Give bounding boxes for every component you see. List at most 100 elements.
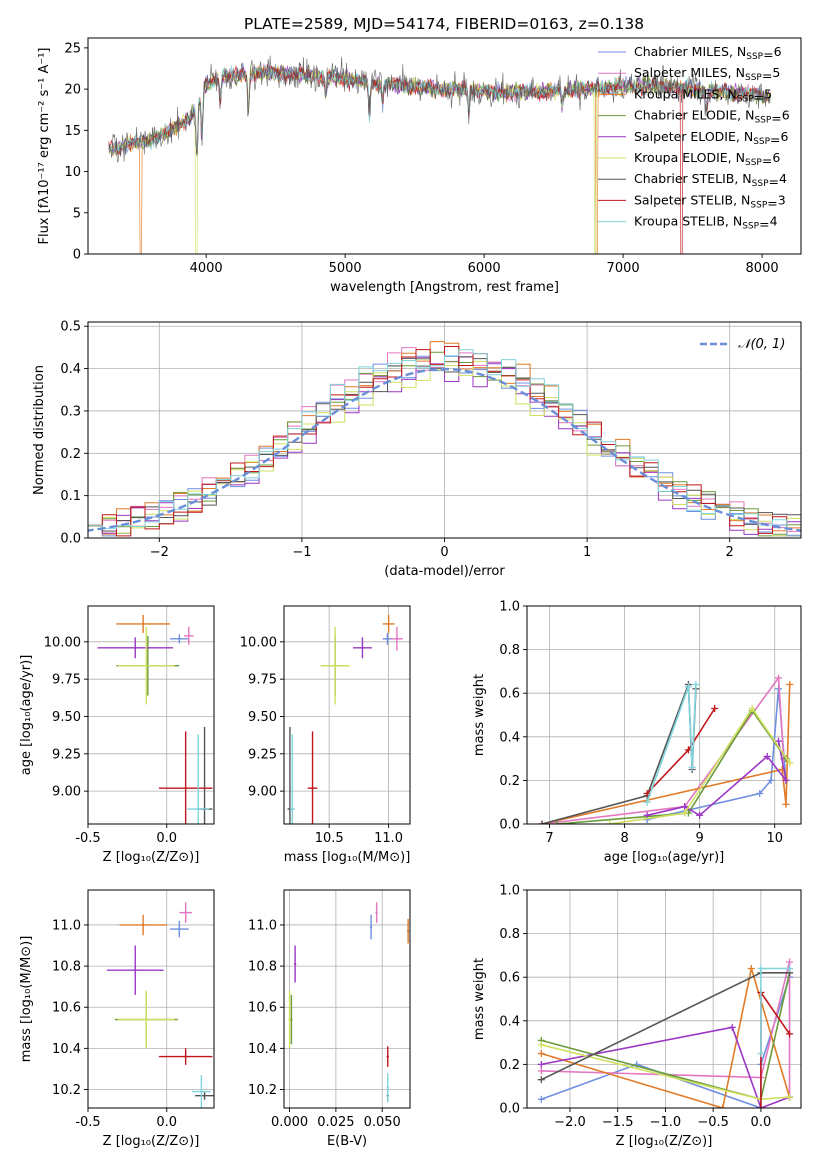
y-tick-label: 1.0	[499, 884, 520, 899]
legend-equals: =	[770, 132, 780, 147]
weight-line	[541, 1026, 790, 1108]
panel-mass-vs-ebv: 0.000 0.025 0.050 10.2 10.4 10.6 10.8 11.0 E(B-V…	[248, 889, 411, 1149]
panel-age-vs-z: -0.5 0.0 9.00 9.25 9.50 9.75 10.00 Z [log₁₀(Z/Z…	[19, 605, 215, 865]
legend-label: Chabrier ELODIE, NSSP=6	[634, 108, 790, 126]
legend-nssp: , N	[725, 214, 742, 229]
data-point	[369, 925, 373, 929]
x-tick-label: 0.000	[271, 1115, 308, 1130]
y-tick-label: 1.0	[499, 600, 520, 615]
y-tick-label: 10.8	[248, 960, 277, 975]
plot-area	[538, 674, 794, 824]
data-point	[184, 786, 187, 790]
axes-frame	[526, 889, 802, 1109]
legend-nssp: , N	[728, 150, 745, 165]
y-tick-label: 10.4	[248, 1042, 277, 1057]
plot-area	[537, 958, 794, 1108]
legend-label: Salpeter STELIB, NSSP=3	[634, 192, 786, 210]
y-axis-label: mass weight	[472, 958, 487, 1040]
x-tick-label: −1.5	[602, 1115, 634, 1130]
plot-area	[106, 902, 214, 1108]
x-tick-label: 1	[583, 545, 591, 560]
legend-equals: =	[767, 195, 777, 210]
legend-name: Kroupa ELODIE	[634, 150, 728, 165]
legend-name: Salpeter MILES	[634, 65, 728, 80]
legend-label: Chabrier MILES, NSSP=6	[634, 44, 782, 62]
x-tick-label: 8000	[746, 261, 779, 276]
data-point	[187, 634, 190, 638]
y-axis-label: Normed distribution	[32, 365, 47, 495]
legend-nssp: , N	[736, 129, 753, 144]
data-point	[290, 1018, 293, 1021]
y-tick-label: 0.3	[60, 404, 81, 419]
y-tick-label: 11.0	[248, 918, 277, 933]
y-tick-label: 9.75	[52, 673, 81, 688]
y-tick-label: 9.25	[248, 747, 277, 762]
weight-line	[646, 684, 697, 803]
legend-label: Kroupa MILES, NSSP=5	[634, 86, 772, 104]
x-tick-label: −1	[292, 545, 311, 560]
legend-count: 3	[778, 192, 786, 207]
legend-name: Salpeter ELODIE	[634, 129, 736, 144]
x-tick-label: 0.0	[156, 831, 177, 846]
x-tick-label: −0.5	[697, 1115, 729, 1130]
data-point	[311, 786, 314, 790]
y-tick-label: 0.4	[60, 362, 81, 377]
legend-equals: =	[759, 217, 769, 232]
y-tick-label: 5	[73, 206, 81, 221]
y-tick-label: 0.8	[499, 927, 520, 942]
data-point	[141, 923, 145, 927]
legend-label: Kroupa ELODIE, NSSP=6	[634, 150, 780, 168]
x-tick-label: 0.0	[156, 1115, 177, 1130]
panels: 4000 5000 6000 7000 80000510152025wavelength…	[19, 37, 802, 1149]
y-tick-label: 0.8	[499, 643, 520, 658]
x-tick-label: 5000	[329, 261, 362, 276]
data-point	[178, 637, 181, 641]
data-point	[386, 1086, 389, 1089]
legend-subscript: SSP	[745, 158, 762, 168]
plot-area	[287, 614, 403, 824]
legend-subscript: SSP	[754, 116, 771, 126]
data-point	[288, 1018, 291, 1021]
legend-count: 4	[770, 214, 778, 229]
weight-line	[541, 968, 791, 1108]
panel-mass-vs-z: -0.5 0.0 10.2 10.4 10.6 10.8 11.0 Z [log₁₀(Z/Z⊙…	[19, 889, 215, 1149]
y-tick-label: 9.00	[248, 785, 277, 800]
x-axis-label: wavelength [Angstrom, rest frame]	[330, 280, 559, 295]
legend-label: Salpeter ELODIE, NSSP=6	[634, 129, 789, 147]
legend: 𝒩(0, 1)	[700, 337, 785, 352]
data-point	[293, 962, 297, 966]
x-tick-label: 10	[766, 831, 783, 846]
y-tick-label: 9.50	[248, 710, 277, 725]
axes-frame	[87, 889, 215, 1109]
x-tick-label: 9	[696, 831, 704, 846]
x-tick-label: 0.025	[317, 1115, 354, 1130]
x-axis-label: Z [log₁₀(Z/Z⊙)]	[103, 1134, 200, 1149]
legend-nssp: , N	[728, 65, 745, 80]
x-axis-label: Z [log₁₀(Z/Z⊙)]	[103, 850, 200, 865]
y-tick-label: 25	[64, 41, 81, 56]
y-tick-label: 0.2	[499, 1058, 520, 1073]
legend-nssp: , N	[734, 171, 751, 186]
y-tick-label: 9.25	[52, 747, 81, 762]
legend-label: Kroupa STELIB, NSSP=4	[634, 214, 778, 232]
y-tick-label: 10.6	[52, 1001, 81, 1016]
legend-count: 5	[772, 65, 780, 80]
x-tick-label: 6000	[468, 261, 501, 276]
panel-spectrum: 4000 5000 6000 7000 8000 0 5 10 15 20 25 wavelength…	[37, 37, 802, 295]
legend-equals: =	[769, 174, 779, 189]
data-point	[145, 1018, 148, 1021]
y-axis-label: mass [log₁₀(M/M⊙)]	[19, 936, 34, 1063]
legend-subscript: SSP	[752, 179, 769, 189]
y-tick-label: 0.4	[499, 730, 520, 745]
spectrum-line	[108, 55, 771, 163]
x-axis-label: mass [log₁₀(M/M⊙)]	[284, 850, 411, 865]
weight-line	[541, 684, 791, 824]
data-point	[387, 622, 390, 626]
data-point	[375, 911, 378, 914]
x-tick-label: −1.0	[650, 1115, 682, 1130]
data-point	[395, 637, 399, 641]
legend-nssp: , N	[719, 86, 736, 101]
legend-subscript: SSP	[746, 52, 763, 62]
data-point	[333, 664, 337, 667]
legend-name: Kroupa MILES	[634, 86, 720, 101]
